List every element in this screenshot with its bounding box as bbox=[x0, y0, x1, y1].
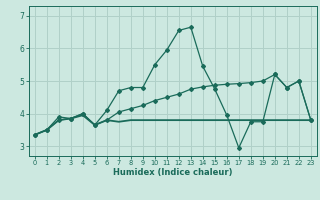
X-axis label: Humidex (Indice chaleur): Humidex (Indice chaleur) bbox=[113, 168, 233, 177]
